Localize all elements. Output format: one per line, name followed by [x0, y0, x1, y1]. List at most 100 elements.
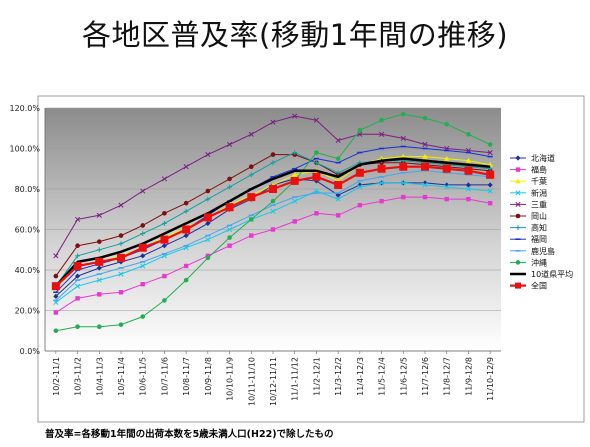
data-point	[140, 253, 146, 259]
data-point	[96, 324, 102, 330]
data-point	[140, 263, 146, 269]
x-tick-label: 10/7-11/6	[160, 357, 169, 396]
legend-item: 10道県平均	[510, 269, 573, 279]
data-point	[443, 155, 450, 161]
data-point	[227, 235, 232, 240]
data-point	[335, 213, 341, 218]
data-point	[487, 142, 493, 147]
x-tick-label: 10/12-11/11	[269, 357, 278, 406]
data-point	[401, 194, 406, 200]
data-point	[292, 113, 298, 119]
data-point	[205, 188, 211, 194]
data-point	[312, 172, 321, 181]
x-tick-label: 11/5-12/4	[378, 357, 387, 396]
data-point	[291, 172, 298, 178]
data-point	[379, 117, 384, 123]
data-point	[205, 152, 211, 158]
data-point	[140, 231, 146, 236]
data-point	[183, 263, 189, 269]
data-point	[487, 149, 493, 156]
data-point	[357, 127, 363, 133]
data-point	[183, 208, 189, 214]
data-point	[96, 247, 102, 253]
series-4	[53, 180, 493, 305]
x-tick-label: 10/2-11/1	[52, 357, 61, 396]
x-tick-label: 11/1-11/12	[291, 357, 300, 401]
data-point	[465, 157, 472, 163]
data-point	[335, 196, 341, 202]
data-point	[227, 141, 233, 148]
x-tick-label: 10/5-11/4	[117, 357, 126, 396]
x-tick-label: 10/10-11/9	[226, 357, 235, 401]
legend-label: 福島	[531, 165, 547, 175]
data-point	[292, 198, 298, 204]
data-point	[183, 232, 189, 239]
y-tick-label: 0.0%	[20, 347, 41, 356]
data-point	[248, 131, 254, 137]
legend-label: 新潟	[531, 188, 547, 198]
data-point	[227, 184, 232, 190]
data-point	[270, 227, 276, 232]
data-point	[444, 121, 450, 127]
data-point	[335, 192, 341, 198]
data-point	[225, 203, 234, 212]
legend-item: 千葉	[510, 176, 547, 186]
data-point	[183, 277, 189, 283]
data-point	[160, 235, 169, 244]
series-2	[53, 194, 493, 315]
data-point	[270, 198, 276, 204]
x-tick-label: 10/8-11/7	[182, 357, 191, 396]
data-point	[248, 172, 254, 178]
data-point	[182, 225, 191, 234]
data-point	[96, 239, 102, 244]
data-point	[205, 237, 211, 243]
legend-label: 三重	[531, 199, 547, 209]
data-point	[75, 324, 80, 330]
data-point	[97, 292, 102, 297]
data-point	[118, 290, 124, 295]
data-point	[292, 219, 297, 224]
x-tick-label: 11/6-12/5	[399, 357, 408, 396]
data-point	[465, 186, 471, 192]
data-point	[75, 253, 80, 259]
legend-label: 福岡	[531, 235, 547, 244]
series-layer	[51, 111, 495, 334]
data-point	[183, 164, 189, 170]
data-point	[466, 132, 471, 137]
data-point	[248, 164, 254, 170]
legend-swatch-marker	[515, 201, 521, 207]
data-point	[248, 217, 254, 222]
data-point	[314, 211, 319, 216]
data-point	[140, 281, 145, 287]
x-tick-label: 11/4-12/3	[356, 357, 365, 396]
x-tick-label: 11/8-12/7	[443, 357, 452, 396]
legend-item: 新潟	[510, 188, 547, 198]
data-point	[74, 273, 81, 279]
data-point	[51, 282, 60, 291]
legend-swatch-marker	[515, 282, 521, 289]
data-point	[290, 176, 299, 185]
legend-item: 全国	[510, 281, 547, 291]
data-point	[118, 259, 124, 265]
x-tick-label: 10/9-11/8	[204, 357, 213, 396]
x-tick-label: 10/6-11/5	[139, 357, 148, 396]
data-point	[140, 314, 146, 319]
data-point	[205, 255, 211, 261]
x-tick-label: 11/10-12/9	[486, 357, 495, 401]
data-point	[75, 283, 81, 289]
data-point	[444, 184, 450, 190]
data-point	[183, 200, 189, 206]
x-tick-label: 10/11-11/10	[247, 357, 256, 406]
data-point	[422, 182, 428, 188]
legend-swatch-marker	[515, 190, 521, 196]
legend-label: 沖縄	[531, 257, 547, 267]
series-10	[53, 111, 493, 334]
data-point	[314, 160, 319, 166]
y-axis: 0.0% 20.0% 40.0% 60.0% 80.0% 100.0% 120.0%	[9, 104, 46, 356]
legend-swatch-marker	[515, 213, 521, 219]
data-point	[400, 180, 406, 186]
legend-item: 北海道	[510, 153, 555, 163]
data-point	[422, 115, 428, 121]
legend-item: 福島	[510, 165, 547, 175]
data-point	[53, 310, 59, 315]
